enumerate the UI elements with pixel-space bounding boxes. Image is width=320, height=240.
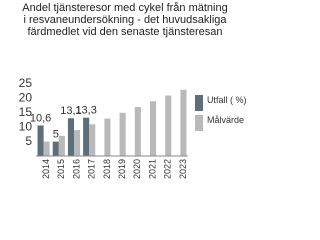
x-tick-label: 2016	[71, 159, 81, 179]
x-tick-label: 2014	[41, 159, 51, 179]
data-label: 13,3	[75, 105, 96, 117]
y-tick-label: 25	[19, 76, 33, 90]
x-tick-label: 2018	[102, 159, 112, 179]
data-label: 10,6	[30, 112, 51, 124]
bar	[89, 124, 96, 156]
x-tick-label: 2022	[163, 159, 173, 179]
bar	[150, 101, 157, 156]
legend-item: Målvärde	[195, 115, 275, 131]
y-tick-label: 5	[25, 134, 32, 148]
x-tick-label: 2020	[132, 159, 142, 179]
y-tick-label: 10	[19, 119, 33, 133]
legend-item: Utfall ( %)	[195, 95, 275, 111]
bar	[67, 118, 74, 156]
x-tick-label: 2021	[147, 159, 157, 179]
bar	[119, 112, 126, 156]
bar	[83, 117, 90, 156]
y-tick-label: 15	[19, 105, 33, 119]
legend-label: Målvärde	[207, 115, 245, 125]
y-tick-label: 20	[19, 91, 33, 105]
page: Andel tjänsteresor med cykel från mätnin…	[18, 2, 275, 180]
bar	[74, 130, 81, 156]
bar	[104, 118, 111, 156]
x-tick-label: 2023	[178, 159, 188, 179]
legend-label: Utfall ( %)	[207, 95, 247, 105]
legend: Utfall ( %) Målvärde	[195, 95, 275, 135]
data-label: 5	[53, 129, 59, 141]
x-tick-label: 2017	[87, 159, 97, 179]
bar	[165, 95, 172, 156]
bar	[52, 141, 59, 156]
x-tick-label: 2015	[56, 159, 66, 179]
x-tick-label: 2019	[117, 159, 127, 179]
data-label: 13,1	[60, 105, 81, 117]
bar	[43, 141, 50, 156]
bar	[37, 125, 44, 156]
bar	[134, 107, 141, 156]
chart-title: Andel tjänsteresor med cykel från mätnin…	[22, 2, 228, 38]
legend-swatch	[195, 95, 203, 111]
bar	[180, 89, 187, 156]
legend-swatch	[195, 115, 203, 131]
bar	[58, 135, 65, 156]
